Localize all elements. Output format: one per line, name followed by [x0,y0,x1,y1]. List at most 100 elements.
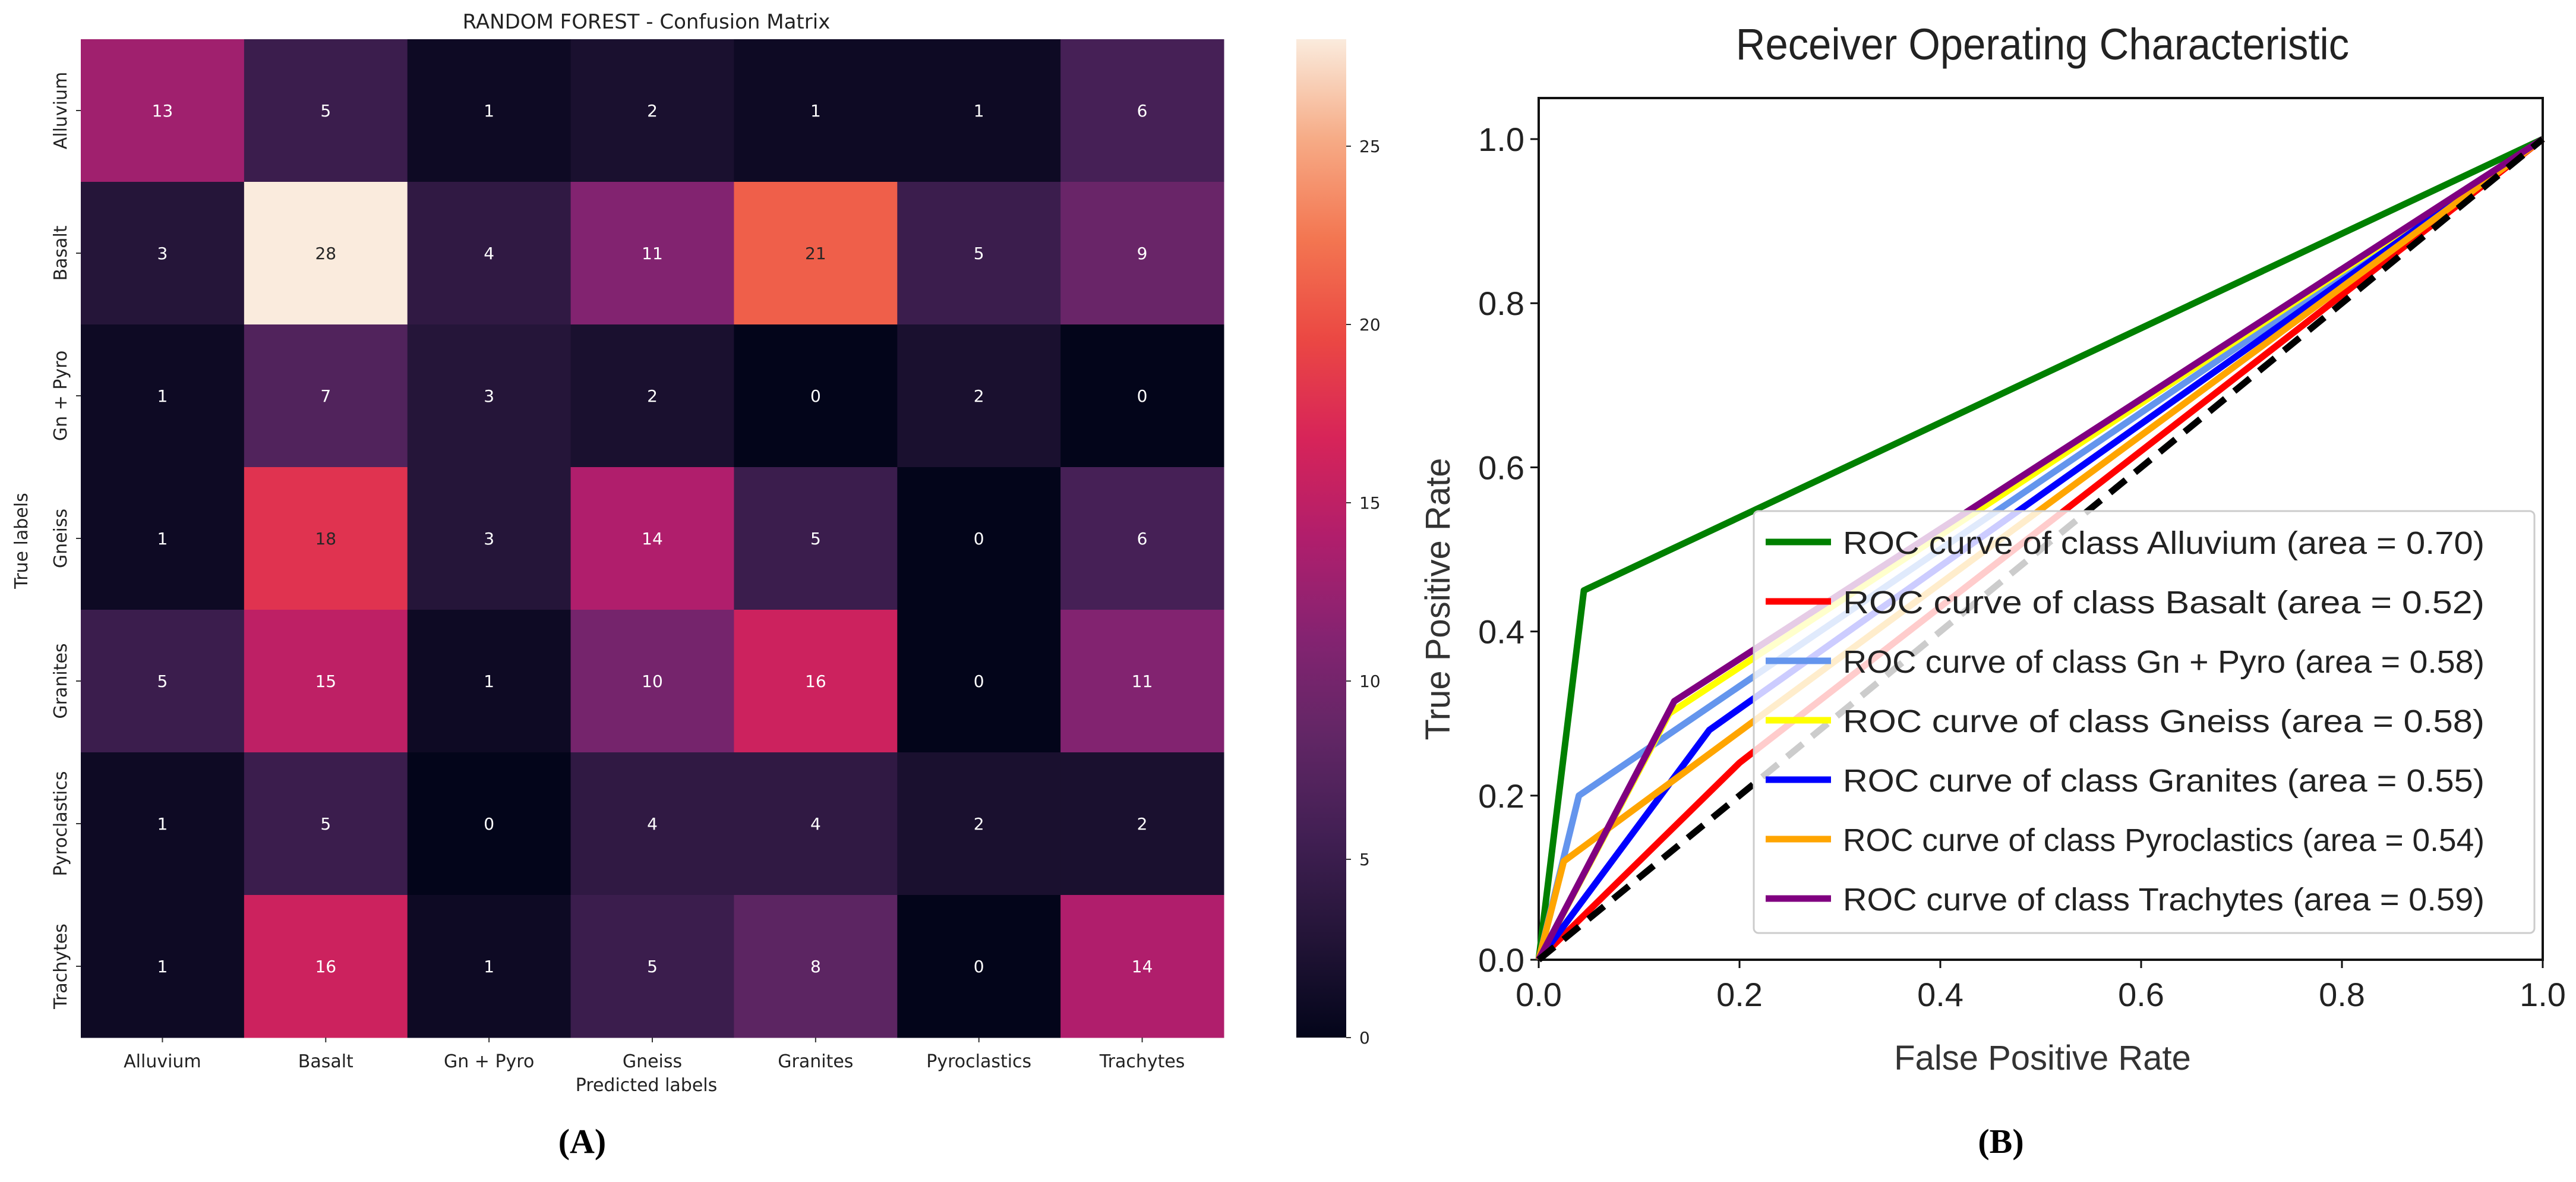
heatmap-xtick-label-trachytes: Trachytes [1099,1051,1185,1072]
heatmap-cell [897,182,1061,325]
heatmap-cell [1060,39,1224,182]
colorbar-tick-label: 10 [1359,672,1381,691]
heatmap-cell [81,39,245,182]
heatmap-cell [407,895,572,1038]
roc-ytick-label: 0.8 [1478,285,1524,322]
heatmap-cell [570,752,734,896]
roc-ytick-label: 0.0 [1478,941,1524,979]
heatmap-cell-value: 0 [974,529,984,549]
heatmap-cell-value: 3 [157,244,168,263]
heatmap-cell [734,752,898,896]
heatmap-cell-value: 21 [805,244,826,263]
heatmap-cell-value: 3 [484,386,494,406]
heatmap-cell-value: 1 [157,529,168,549]
heatmap-cell-value: 1 [157,386,168,406]
heatmap-cell [734,39,898,182]
heatmap-ytick-label-trachytes: Trachytes [50,923,71,1010]
confusion-matrix-panel: RANDOM FOREST - Confusion Matrix 13 5 1 2 1 1… [11,10,1381,1161]
roc-ytick-label: 0.2 [1478,777,1524,815]
roc-panel: Receiver Operating Characteristic 0.0 0.2… [1419,20,2566,1161]
heatmap-cell [897,610,1061,753]
heatmap-cell-value: 5 [157,672,168,691]
colorbar-tick-label: 15 [1359,493,1381,513]
heatmap-cell [407,752,572,896]
heatmap-cell [244,182,408,325]
roc-series-line-1 [1535,136,2545,960]
heatmap-annotations: 13 5 1 2 1 1 63 28 4 11 21 5 91 7 3 2 0 2 01 18 3 14 5 0 65 15 1 10… [152,101,1153,976]
roc-series-line-7 [1536,136,2545,962]
heatmap-cell-value: 1 [810,101,821,121]
heatmap-cell [570,467,734,610]
heatmap-cell-value: 6 [1137,529,1148,549]
heatmap-cell-value: 16 [315,957,336,976]
heatmap-cell [1060,467,1224,610]
heatmap-cell [570,895,734,1038]
heatmap-cell-value: 1 [484,957,494,976]
heatmap-cell [734,324,898,468]
roc-legend-label-5: ROC curve of class Granites (area = 0.55… [1843,763,2485,799]
heatmap-cell-value: 4 [810,814,821,834]
colorbar-tick-label: 5 [1359,850,1370,869]
roc-xtick-label: 0.8 [2319,976,2365,1013]
heatmap-cell [244,895,408,1038]
roc-legend-label-3: ROC curve of class Gn + Pyro (area = 0.5… [1843,644,2485,680]
heatmap-cell-value: 3 [484,529,494,549]
roc-title: Receiver Operating Characteristic [1736,20,2349,70]
heatmap-cell-value: 2 [974,386,984,406]
heatmap-cell [570,39,734,182]
roc-legend-label-1: ROC curve of class Alluvium (area = 0.70… [1843,525,2485,561]
heatmap-xtick-label-gn-pyro: Gn + Pyro [444,1051,534,1072]
roc-legend: ROC curve of class Alluvium (area = 0.70… [1753,510,2536,934]
heatmap-cell [81,324,245,468]
heatmap-cell-value: 14 [642,529,663,549]
heatmap-xtick-label-basalt: Basalt [298,1051,353,1072]
heatmap-cell [407,39,572,182]
heatmap-cell-value: 7 [320,386,331,406]
heatmap-cell [734,467,898,610]
heatmap-xtick-label-gneiss: Gneiss [623,1051,682,1072]
heatmap-cell-value: 11 [642,244,663,263]
roc-xtick-label: 0.4 [1917,976,1963,1013]
heatmap-ytick-label-alluvium: Alluvium [50,72,71,150]
heatmap-ytick-label-pyroclastics: Pyroclastics [50,771,71,877]
heatmap-cell-value: 5 [810,529,821,549]
heatmap-cell-value: 1 [157,957,168,976]
heatmap-cell-value: 18 [315,529,336,549]
heatmap-cell [81,467,245,610]
heatmap-axes: Alluvium Basalt Gn + Pyro Gneiss Granites Pyr… [50,72,1185,1072]
heatmap-cell-value: 28 [315,244,336,263]
heatmap-ytick-label-gn-pyro: Gn + Pyro [50,351,71,441]
roc-xtick-label: 0.2 [1716,976,1763,1013]
heatmap-cell [1060,182,1224,325]
heatmap-cell-value: 2 [647,101,658,121]
heatmap-cell [1060,610,1224,753]
heatmap-cell-value: 5 [320,814,331,834]
panel-label-b: (B) [1978,1122,2023,1161]
heatmap-cell [407,610,572,753]
heatmap-cell [407,324,572,468]
heatmap-cell-value: 5 [974,244,984,263]
roc-ytick-label: 1.0 [1478,121,1524,158]
heatmap-cell-value: 5 [647,957,658,976]
roc-xtick-label: 0.0 [1516,976,1562,1013]
heatmap-xtick-label-granites: Granites [778,1051,853,1072]
heatmap-cell-value: 6 [1137,101,1148,121]
heatmap-cell [81,752,245,896]
heatmap-xtick-label-alluvium: Alluvium [124,1051,201,1072]
heatmap-cell-value: 1 [974,101,984,121]
heatmap-cell-value: 0 [810,386,821,406]
roc-xtick-label: 0.6 [2118,976,2164,1013]
heatmap-cell [734,895,898,1038]
heatmap-title: RANDOM FOREST - Confusion Matrix [463,10,831,34]
heatmap-cell [570,182,734,325]
heatmap-cell-value: 9 [1137,244,1148,263]
heatmap-cell-value: 4 [647,814,658,834]
heatmap-cell [81,182,245,325]
roc-legend-label-6: ROC curve of class Pyroclastics (area = … [1843,822,2485,858]
heatmap-cell-value: 0 [974,672,984,691]
heatmap-cell-value: 2 [1137,814,1148,834]
roc-ytick-label: 0.6 [1478,449,1524,486]
roc-legend-label-2: ROC curve of class Basalt (area = 0.52) [1843,585,2485,620]
heatmap-cell-value: 13 [152,101,173,121]
